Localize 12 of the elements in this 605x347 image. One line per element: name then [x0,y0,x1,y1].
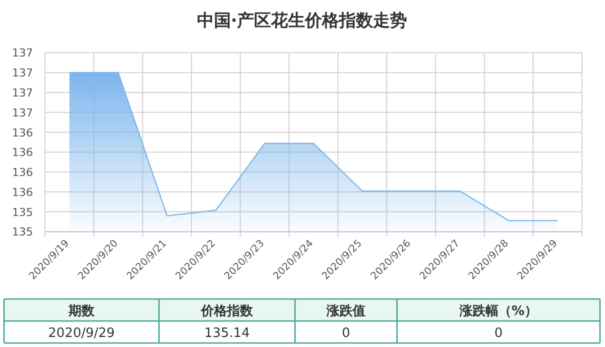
y-tick-label: 136 [12,126,33,140]
y-tick-label: 136 [12,146,33,160]
chart-title: 中国·产区花生价格指数走势 [196,11,408,31]
y-tick-label: 137 [12,106,33,120]
y-tick-label: 137 [12,66,33,80]
y-tick-label: 137 [12,86,33,100]
y-tick-label: 136 [12,166,33,180]
y-tick-label: 135 [12,226,33,239]
y-tick-label: 137 [12,46,33,60]
y-tick-label: 136 [12,186,33,199]
table: 期数 价格指数 涨跌值 涨跌幅（%） 2020/9/29 135.14 0 0 [3,298,601,344]
y-tick-label: 135 [12,206,33,219]
